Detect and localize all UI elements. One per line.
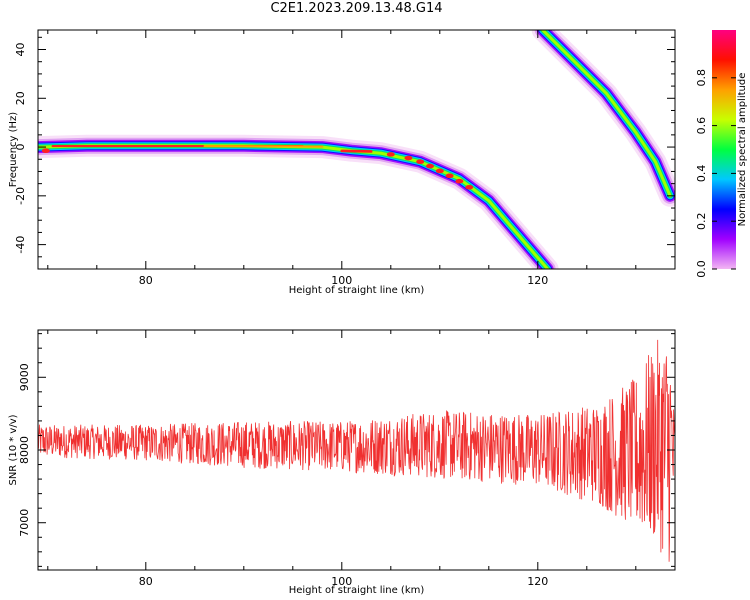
ridge-0-layer-5 xyxy=(38,143,551,269)
top-ytick-label-0: -40 xyxy=(14,236,27,254)
spectrogram-plot: 80 100 120 -40 -20 0 20 40 Height of straight li… xyxy=(8,29,676,296)
ridge-peak-6 xyxy=(445,173,454,179)
ridge-peak-5 xyxy=(435,168,444,174)
bottom-xtick-label-1: 100 xyxy=(331,575,352,588)
ridge-peak-7 xyxy=(455,178,464,184)
top-ytick-label-4: 40 xyxy=(14,43,27,57)
bottom-ytick-label-1: 8000 xyxy=(18,436,31,464)
top-xlabel: Height of straight line (km) xyxy=(289,285,425,296)
top-ytick-label-1: -20 xyxy=(14,187,27,205)
snr-series-group xyxy=(38,339,675,562)
ridge-0-layer-1 xyxy=(38,137,556,269)
bottom-ytick-label-2: 9000 xyxy=(18,363,31,391)
ridge-0-layer-4 xyxy=(38,142,552,269)
ridge-0-layer-2 xyxy=(38,139,554,269)
snr-series-line xyxy=(38,339,675,562)
ridge-peak-0 xyxy=(41,148,50,154)
ridge-peak-3 xyxy=(416,159,425,164)
top-ytick-label-3: 20 xyxy=(14,91,27,105)
ridge-0-layer-0 xyxy=(38,134,559,269)
bottom-plot-frame xyxy=(37,329,676,571)
ridge-1-layer-6 xyxy=(541,30,672,198)
bottom-xlabel: Height of straight line (km) xyxy=(289,585,425,596)
ridge-0-layer-6 xyxy=(38,144,550,269)
ridge-peak-4 xyxy=(426,163,434,169)
top-plot-frame xyxy=(37,29,676,270)
top-ytick-label-2: 0 xyxy=(14,144,27,151)
figure-title: C2E1.2023.209.13.48.G14 xyxy=(270,1,443,16)
top-ylabel: Frequency (Hz) xyxy=(8,112,19,188)
bottom-xtick-label-2: 120 xyxy=(527,575,548,588)
ridge-peak-2 xyxy=(404,155,413,161)
ridge-peak-1 xyxy=(386,152,395,157)
top-xtick-label-2: 120 xyxy=(527,274,548,287)
bottom-xtick-label-0: 80 xyxy=(139,575,153,588)
bottom-ytick-label-0: 7000 xyxy=(18,509,31,537)
ridge-0-layer-3 xyxy=(38,141,553,269)
ridge-group xyxy=(38,30,675,269)
ridge-peak-8 xyxy=(465,185,474,190)
top-xtick-label-1: 100 xyxy=(331,274,352,287)
bottom-ylabel: SNR (10 * v/v) xyxy=(8,414,19,485)
top-xtick-label-0: 80 xyxy=(139,274,153,287)
